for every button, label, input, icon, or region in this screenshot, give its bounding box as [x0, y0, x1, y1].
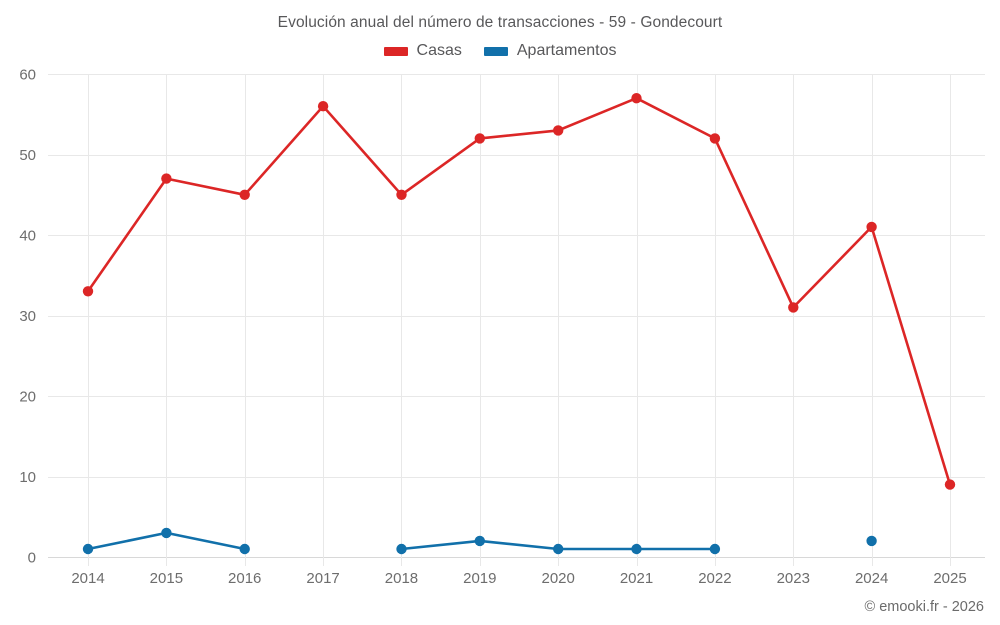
data-point-casas-2022[interactable]: [709, 133, 721, 144]
series-casas: [82, 93, 956, 490]
y-axis-tick-labels: 0 10 20 30 40 50 60: [19, 67, 36, 567]
x-tick-label-2018: 2018: [385, 570, 418, 587]
x-tick-label-2020: 2020: [541, 570, 574, 587]
series-group: [82, 93, 956, 555]
x-tick-label-2019: 2019: [463, 570, 496, 587]
data-point-casas-2016[interactable]: [239, 189, 250, 200]
data-point-apartamentos-2015[interactable]: [161, 527, 172, 539]
data-point-apartamentos-2019[interactable]: [474, 535, 485, 547]
x-tick-label-2021: 2021: [620, 570, 653, 587]
data-point-casas-2024[interactable]: [866, 221, 877, 233]
data-point-casas-2019[interactable]: [474, 133, 485, 144]
data-point-casas-2014[interactable]: [82, 286, 94, 297]
y-tick-label-30: 30: [19, 308, 36, 325]
footer-credit: © emooki.fr - 2026: [864, 599, 984, 615]
y-tick-label-0: 0: [28, 550, 36, 567]
data-point-apartamentos-2018[interactable]: [396, 543, 407, 555]
x-tick-label-2024: 2024: [855, 570, 888, 587]
y-tick-label-50: 50: [19, 147, 36, 164]
data-point-apartamentos-2021[interactable]: [631, 543, 642, 555]
x-tick-label-2015: 2015: [150, 570, 183, 587]
data-point-apartamentos-2022[interactable]: [709, 543, 721, 555]
y-tick-label-60: 60: [19, 67, 36, 84]
data-point-casas-2023[interactable]: [788, 302, 799, 313]
series-apartamentos: [82, 527, 877, 555]
gridlines: [48, 74, 985, 566]
chart-legend: Casas Apartamentos: [0, 42, 1000, 60]
y-tick-label-20: 20: [19, 389, 36, 406]
legend-label-casas: Casas: [416, 42, 462, 59]
legend-label-apartamentos: Apartamentos: [516, 42, 617, 59]
data-point-casas-2017[interactable]: [317, 101, 329, 112]
y-tick-label-10: 10: [19, 469, 36, 486]
legend-swatch-icon-apartamentos: [483, 46, 508, 56]
x-tick-label-2017: 2017: [306, 570, 339, 587]
y-tick-label-40: 40: [19, 228, 36, 245]
chart-title: Evolución anual del número de transaccio…: [277, 14, 723, 31]
x-tick-label-2016: 2016: [228, 570, 261, 587]
legend-swatch-icon-casas: [383, 46, 408, 56]
data-point-apartamentos-2024[interactable]: [866, 535, 877, 547]
data-point-casas-2015[interactable]: [161, 173, 172, 184]
data-point-apartamentos-2014[interactable]: [82, 543, 94, 555]
data-point-apartamentos-2020[interactable]: [553, 543, 564, 555]
data-point-apartamentos-2016[interactable]: [239, 543, 250, 555]
legend-item-casas[interactable]: Casas: [383, 42, 462, 60]
series-line-casas: [86, 96, 952, 486]
x-axis-tick-labels: 2014 2015 2016 2017 2018 2019 2020 2021 2022 2023…: [71, 570, 966, 587]
x-tick-label-2022: 2022: [698, 570, 731, 587]
data-point-casas-2020[interactable]: [553, 125, 564, 136]
x-tick-label-2014: 2014: [71, 570, 104, 587]
x-tick-label-2025: 2025: [933, 570, 966, 587]
data-point-casas-2021[interactable]: [631, 93, 642, 104]
data-point-casas-2025[interactable]: [944, 479, 956, 490]
legend-item-apartamentos[interactable]: Apartamentos: [483, 42, 617, 60]
x-tick-label-2023: 2023: [777, 570, 810, 587]
data-point-casas-2018[interactable]: [396, 189, 407, 200]
